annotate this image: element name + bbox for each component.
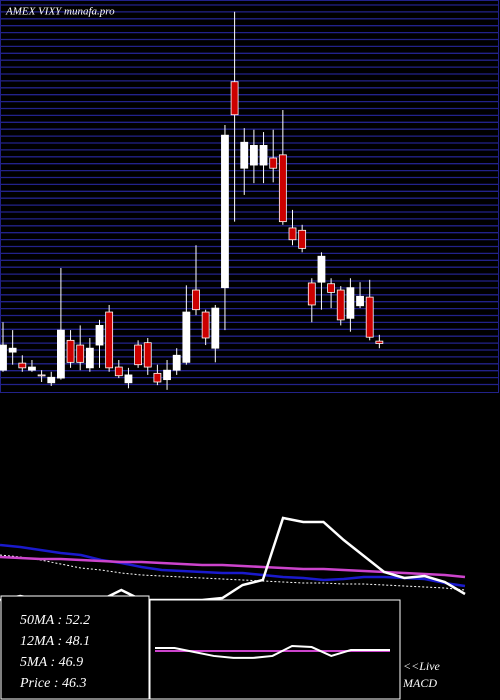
candle-body — [211, 307, 220, 349]
indicator-line — [0, 554, 466, 591]
candle-body — [259, 145, 268, 166]
panel-border — [0, 0, 499, 393]
candle-body — [327, 283, 336, 293]
ma-label: Price : 46.3 — [19, 676, 86, 691]
candle-body — [288, 227, 297, 241]
candle-body — [76, 344, 85, 363]
candle-body — [163, 369, 171, 381]
candle-body — [307, 282, 316, 306]
candle-body — [134, 344, 143, 366]
candle-body — [201, 311, 210, 339]
candle-body — [0, 344, 7, 371]
candle-body — [66, 339, 75, 363]
indicator-line — [0, 543, 466, 588]
candle-body — [298, 229, 307, 249]
macd-label: MACD — [402, 676, 437, 690]
candle-body — [124, 374, 133, 384]
candle-body — [192, 289, 200, 311]
candle-body — [278, 154, 287, 223]
candle-body — [95, 325, 104, 346]
candle-body — [47, 376, 56, 384]
candles — [0, 11, 384, 390]
macd-line — [155, 645, 390, 659]
candle-body — [172, 354, 181, 371]
candle-body — [336, 289, 345, 321]
candle-body — [269, 157, 278, 169]
ma-label: 5MA : 46.9 — [20, 655, 83, 670]
candle-body — [105, 311, 114, 369]
candle-body — [114, 366, 123, 377]
candle-body — [221, 134, 229, 289]
candle-body — [317, 255, 326, 283]
chart-title: AMEX VIXY munafa.pro — [5, 6, 115, 18]
grid — [0, 0, 499, 393]
candle-body — [143, 342, 152, 368]
candle-body — [153, 372, 162, 383]
candle-body — [8, 347, 17, 353]
candle-body — [240, 141, 249, 169]
candle-body — [85, 347, 94, 369]
candle-body — [375, 340, 384, 344]
candle-body — [182, 311, 191, 363]
ma-label: 50MA : 52.2 — [20, 613, 90, 628]
macd-label: <<Live — [403, 659, 441, 673]
candle-body — [28, 366, 36, 371]
ma-box — [0, 595, 150, 700]
ma-label: 12MA : 48.1 — [20, 634, 90, 649]
candle-body — [18, 362, 27, 369]
candle-body — [57, 329, 65, 379]
macd-panel — [155, 645, 390, 659]
candle-body — [230, 81, 239, 116]
candle-body — [356, 295, 364, 307]
candle-body — [249, 145, 258, 166]
candle-body — [37, 374, 46, 377]
candle-body — [365, 296, 374, 338]
candle-body — [346, 287, 355, 319]
indicator-panel — [0, 516, 466, 602]
price-panel — [0, 0, 500, 393]
